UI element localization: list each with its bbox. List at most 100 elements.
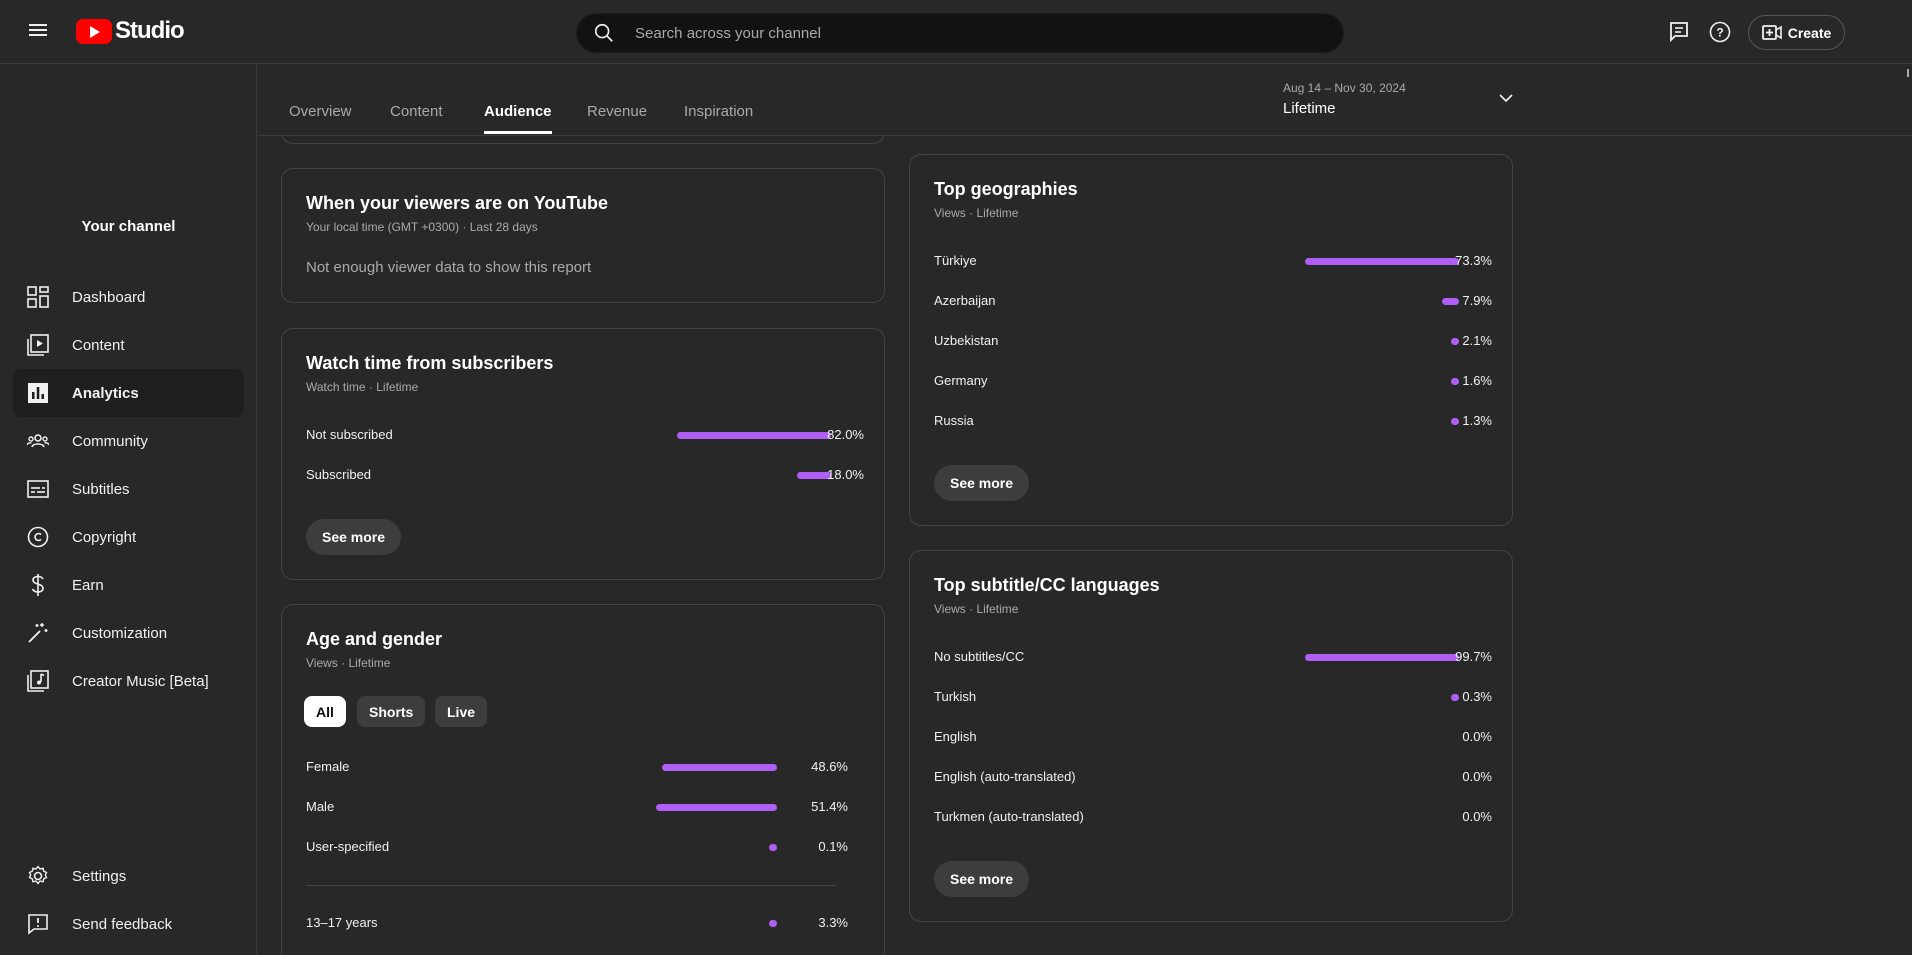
chip-all[interactable]: All — [304, 696, 346, 727]
row-percentage: 2.1% — [1462, 333, 1492, 348]
search-input[interactable] — [635, 24, 1235, 42]
row-percentage: 3.3% — [818, 915, 848, 930]
card-title: Age and gender — [306, 629, 443, 649]
row-label: 13–17 years — [306, 915, 378, 930]
sidebar-item-label: Copyright — [72, 528, 137, 546]
percentage-bar — [769, 920, 777, 927]
data-row: Russia 1.3% — [934, 411, 1492, 431]
see-more-button[interactable]: See more — [306, 519, 402, 555]
row-label: Türkiye — [934, 253, 977, 268]
row-label: English (auto-translated) — [934, 769, 1076, 784]
tab-revenue[interactable]: Revenue — [587, 103, 648, 120]
messages-icon[interactable] — [1667, 20, 1691, 44]
card-subtitle: Views · Lifetime — [934, 206, 1019, 220]
magic-wand-icon — [26, 621, 50, 645]
studio-logo[interactable]: Studio — [76, 17, 185, 45]
percentage-bar — [1451, 338, 1459, 345]
data-row: Azerbaijan 7.9% — [934, 291, 1492, 311]
scrollbar[interactable] — [1907, 69, 1909, 77]
percentage-bar — [662, 764, 777, 771]
sidebar-item-settings[interactable]: Settings — [13, 852, 244, 900]
row-label: Russia — [934, 413, 974, 428]
data-row: Subscribed 18.0% — [306, 465, 864, 485]
percentage-bar — [797, 472, 831, 479]
search-bar[interactable] — [576, 13, 1344, 53]
percentage-bar — [1442, 298, 1459, 305]
data-row: English (auto-translated) 0.0% — [934, 767, 1492, 787]
community-icon — [26, 429, 50, 453]
row-percentage: 82.0% — [827, 427, 864, 442]
sidebar-item-label: Send feedback — [72, 915, 173, 933]
create-label: Create — [1787, 24, 1832, 41]
top-geographies-card: Top geographies Views · Lifetime Türkiye… — [909, 154, 1513, 526]
row-label: Germany — [934, 373, 988, 388]
sidebar-item-content[interactable]: Content — [13, 321, 244, 369]
row-label: Turkish — [934, 689, 977, 704]
sidebar-item-send-feedback[interactable]: Send feedback — [13, 900, 244, 948]
date-range-label: Lifetime — [1283, 100, 1336, 117]
card-subtitle: Views · Lifetime — [306, 656, 391, 670]
see-more-button[interactable]: See more — [934, 465, 1030, 501]
youtube-play-icon — [76, 18, 112, 44]
data-row: Germany 1.6% — [934, 371, 1492, 391]
data-row: Female 48.6% — [306, 757, 848, 777]
sidebar-item-analytics[interactable]: Analytics — [13, 369, 244, 417]
row-percentage: 48.6% — [811, 759, 848, 774]
data-row: Türkiye 73.3% — [934, 251, 1492, 271]
row-percentage: 0.0% — [1462, 729, 1492, 744]
sidebar-item-creator-music[interactable]: Creator Music [Beta] — [13, 657, 244, 705]
date-range-picker[interactable]: Aug 14 – Nov 30, 2024 Lifetime — [1283, 81, 1513, 121]
row-percentage: 7.9% — [1462, 293, 1492, 308]
card-subtitle: Watch time · Lifetime — [306, 380, 419, 394]
row-percentage: 99.7% — [1455, 649, 1492, 664]
sidebar-item-customization[interactable]: Customization — [13, 609, 244, 657]
row-percentage: 51.4% — [811, 799, 848, 814]
row-label: Female — [306, 759, 350, 774]
chevron-down-icon — [1499, 94, 1513, 103]
row-label: Azerbaijan — [934, 293, 996, 308]
row-label: Not subscribed — [306, 427, 393, 442]
row-percentage: 0.3% — [1462, 689, 1492, 704]
sidebar-item-label: Subtitles — [72, 480, 130, 498]
data-row: Turkmen (auto-translated) 0.0% — [934, 807, 1492, 827]
card-title: Top geographies — [934, 179, 1078, 199]
dollar-icon — [26, 573, 50, 597]
data-row: No subtitles/CC 99.7% — [934, 647, 1492, 667]
row-label: Male — [306, 799, 335, 814]
viewers-on-youtube-card: When your viewers are on YouTube Your lo… — [281, 168, 885, 303]
sidebar-item-community[interactable]: Community — [13, 417, 244, 465]
tab-overview[interactable]: Overview — [289, 103, 352, 120]
chip-live[interactable]: Live — [435, 696, 488, 727]
see-more-button[interactable]: See more — [934, 861, 1030, 897]
row-percentage: 18.0% — [827, 467, 864, 482]
sidebar-item-label: Community — [72, 432, 148, 450]
your-channel-label[interactable]: Your channel — [81, 218, 176, 235]
sidebar-item-copyright[interactable]: Copyright — [13, 513, 244, 561]
tab-content[interactable]: Content — [390, 103, 443, 120]
sidebar-item-earn[interactable]: Earn — [13, 561, 244, 609]
percentage-bar — [656, 804, 777, 811]
create-button[interactable]: Create — [1748, 15, 1845, 50]
data-row: English 0.0% — [934, 727, 1492, 747]
sidebar-item-label: Content — [72, 336, 125, 354]
row-percentage: 0.0% — [1462, 769, 1492, 784]
data-row: Uzbekistan 2.1% — [934, 331, 1492, 351]
percentage-bar — [1451, 418, 1459, 425]
help-icon[interactable]: ? — [1708, 20, 1732, 44]
tab-inspiration[interactable]: Inspiration — [684, 103, 754, 120]
percentage-bar — [1305, 654, 1459, 661]
top-subtitle-languages-card: Top subtitle/CC languages Views · Lifeti… — [909, 550, 1513, 922]
sidebar-item-label: Creator Music [Beta] — [72, 672, 209, 690]
row-label: Uzbekistan — [934, 333, 999, 348]
menu-icon[interactable] — [26, 21, 52, 43]
percentage-bar — [1305, 258, 1459, 265]
chip-shorts[interactable]: Shorts — [357, 696, 426, 727]
divider — [306, 885, 836, 886]
copyright-icon — [26, 525, 50, 549]
row-label: English — [934, 729, 977, 744]
content-icon — [26, 333, 50, 357]
tab-audience[interactable]: Audience — [484, 103, 552, 134]
sidebar-item-subtitles[interactable]: Subtitles — [13, 465, 244, 513]
sidebar-item-dashboard[interactable]: Dashboard — [13, 273, 244, 321]
sidebar-item-label: Earn — [72, 576, 104, 594]
